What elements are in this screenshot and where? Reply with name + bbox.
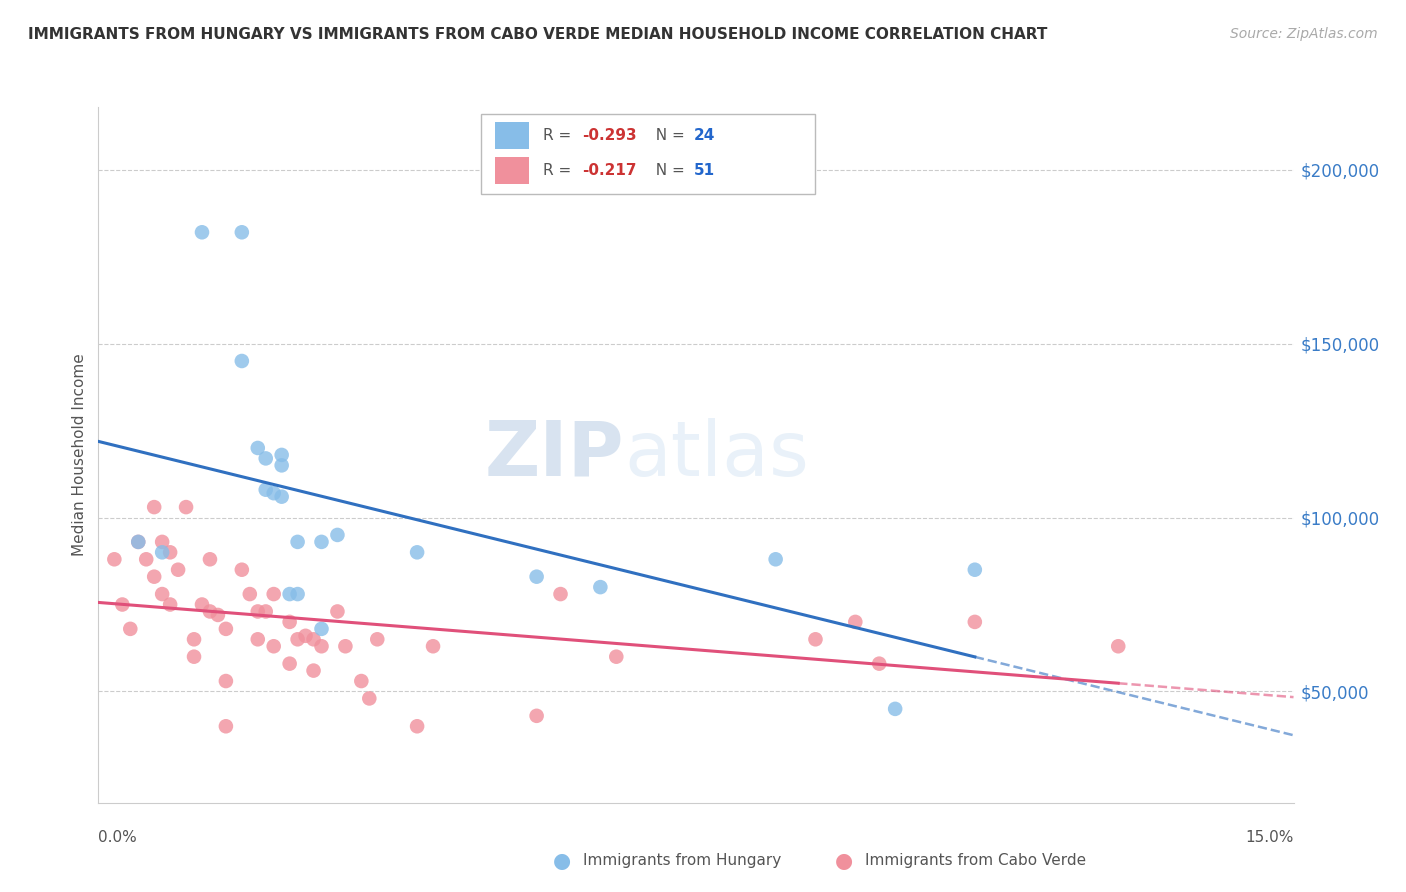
Point	[350, 674, 373, 689]
Point	[366, 632, 388, 647]
Point	[127, 534, 149, 549]
Point	[287, 587, 309, 601]
Point	[215, 719, 238, 733]
Point	[335, 639, 357, 653]
Point	[884, 702, 907, 716]
Text: R =: R =	[543, 163, 576, 178]
Text: -0.293: -0.293	[582, 128, 637, 143]
FancyBboxPatch shape	[481, 114, 815, 194]
Text: -0.217: -0.217	[582, 163, 637, 178]
Point	[143, 570, 166, 584]
Text: 24: 24	[693, 128, 716, 143]
Point	[159, 598, 181, 612]
Point	[150, 587, 173, 601]
Point	[135, 552, 157, 566]
Point	[278, 587, 301, 601]
Point	[422, 639, 444, 653]
Point	[215, 674, 238, 689]
Point	[167, 563, 190, 577]
Text: ●: ●	[835, 851, 852, 871]
Point	[103, 552, 125, 566]
Text: ZIP: ZIP	[485, 418, 624, 491]
Point	[868, 657, 890, 671]
Point	[127, 534, 149, 549]
Point	[294, 629, 316, 643]
Point	[207, 607, 229, 622]
Point	[246, 605, 269, 619]
Point	[191, 598, 214, 612]
Text: N =: N =	[645, 128, 689, 143]
Point	[111, 598, 134, 612]
Point	[120, 622, 142, 636]
Point	[526, 570, 548, 584]
Point	[278, 657, 301, 671]
Point	[270, 458, 292, 473]
Point	[311, 622, 333, 636]
Point	[326, 605, 349, 619]
FancyBboxPatch shape	[495, 122, 529, 149]
Point	[150, 545, 173, 559]
Point	[231, 563, 253, 577]
Text: ●: ●	[554, 851, 571, 871]
Point	[302, 632, 325, 647]
Point	[191, 225, 214, 239]
Point	[263, 639, 285, 653]
Point	[550, 587, 572, 601]
Point	[198, 552, 221, 566]
Point	[198, 605, 221, 619]
Point	[311, 534, 333, 549]
Point	[278, 615, 301, 629]
Point	[302, 664, 325, 678]
Text: Immigrants from Hungary: Immigrants from Hungary	[583, 854, 782, 868]
Point	[254, 451, 277, 466]
Point	[804, 632, 827, 647]
Point	[287, 632, 309, 647]
Point	[406, 719, 429, 733]
Point	[963, 563, 986, 577]
Text: N =: N =	[645, 163, 689, 178]
Text: R =: R =	[543, 128, 576, 143]
Point	[215, 622, 238, 636]
Point	[143, 500, 166, 514]
Point	[254, 605, 277, 619]
Point	[765, 552, 787, 566]
FancyBboxPatch shape	[495, 157, 529, 184]
Point	[605, 649, 627, 664]
Point	[246, 632, 269, 647]
Point	[150, 534, 173, 549]
Point	[526, 708, 548, 723]
Point	[589, 580, 612, 594]
Text: Source: ZipAtlas.com: Source: ZipAtlas.com	[1230, 27, 1378, 41]
Point	[183, 632, 205, 647]
Point	[359, 691, 381, 706]
Point	[239, 587, 262, 601]
Text: 51: 51	[693, 163, 714, 178]
Point	[183, 649, 205, 664]
Text: 0.0%: 0.0%	[98, 830, 138, 845]
Point	[246, 441, 269, 455]
Point	[174, 500, 197, 514]
Point	[231, 225, 253, 239]
Point	[844, 615, 866, 629]
Point	[963, 615, 986, 629]
Text: 15.0%: 15.0%	[1246, 830, 1294, 845]
Point	[1107, 639, 1129, 653]
Point	[231, 354, 253, 368]
Point	[270, 490, 292, 504]
Point	[406, 545, 429, 559]
Point	[326, 528, 349, 542]
Text: Immigrants from Cabo Verde: Immigrants from Cabo Verde	[865, 854, 1085, 868]
Y-axis label: Median Household Income: Median Household Income	[72, 353, 87, 557]
Point	[254, 483, 277, 497]
Point	[311, 639, 333, 653]
Point	[270, 448, 292, 462]
Point	[287, 534, 309, 549]
Text: IMMIGRANTS FROM HUNGARY VS IMMIGRANTS FROM CABO VERDE MEDIAN HOUSEHOLD INCOME CO: IMMIGRANTS FROM HUNGARY VS IMMIGRANTS FR…	[28, 27, 1047, 42]
Point	[263, 587, 285, 601]
Text: atlas: atlas	[624, 418, 808, 491]
Point	[159, 545, 181, 559]
Point	[263, 486, 285, 500]
